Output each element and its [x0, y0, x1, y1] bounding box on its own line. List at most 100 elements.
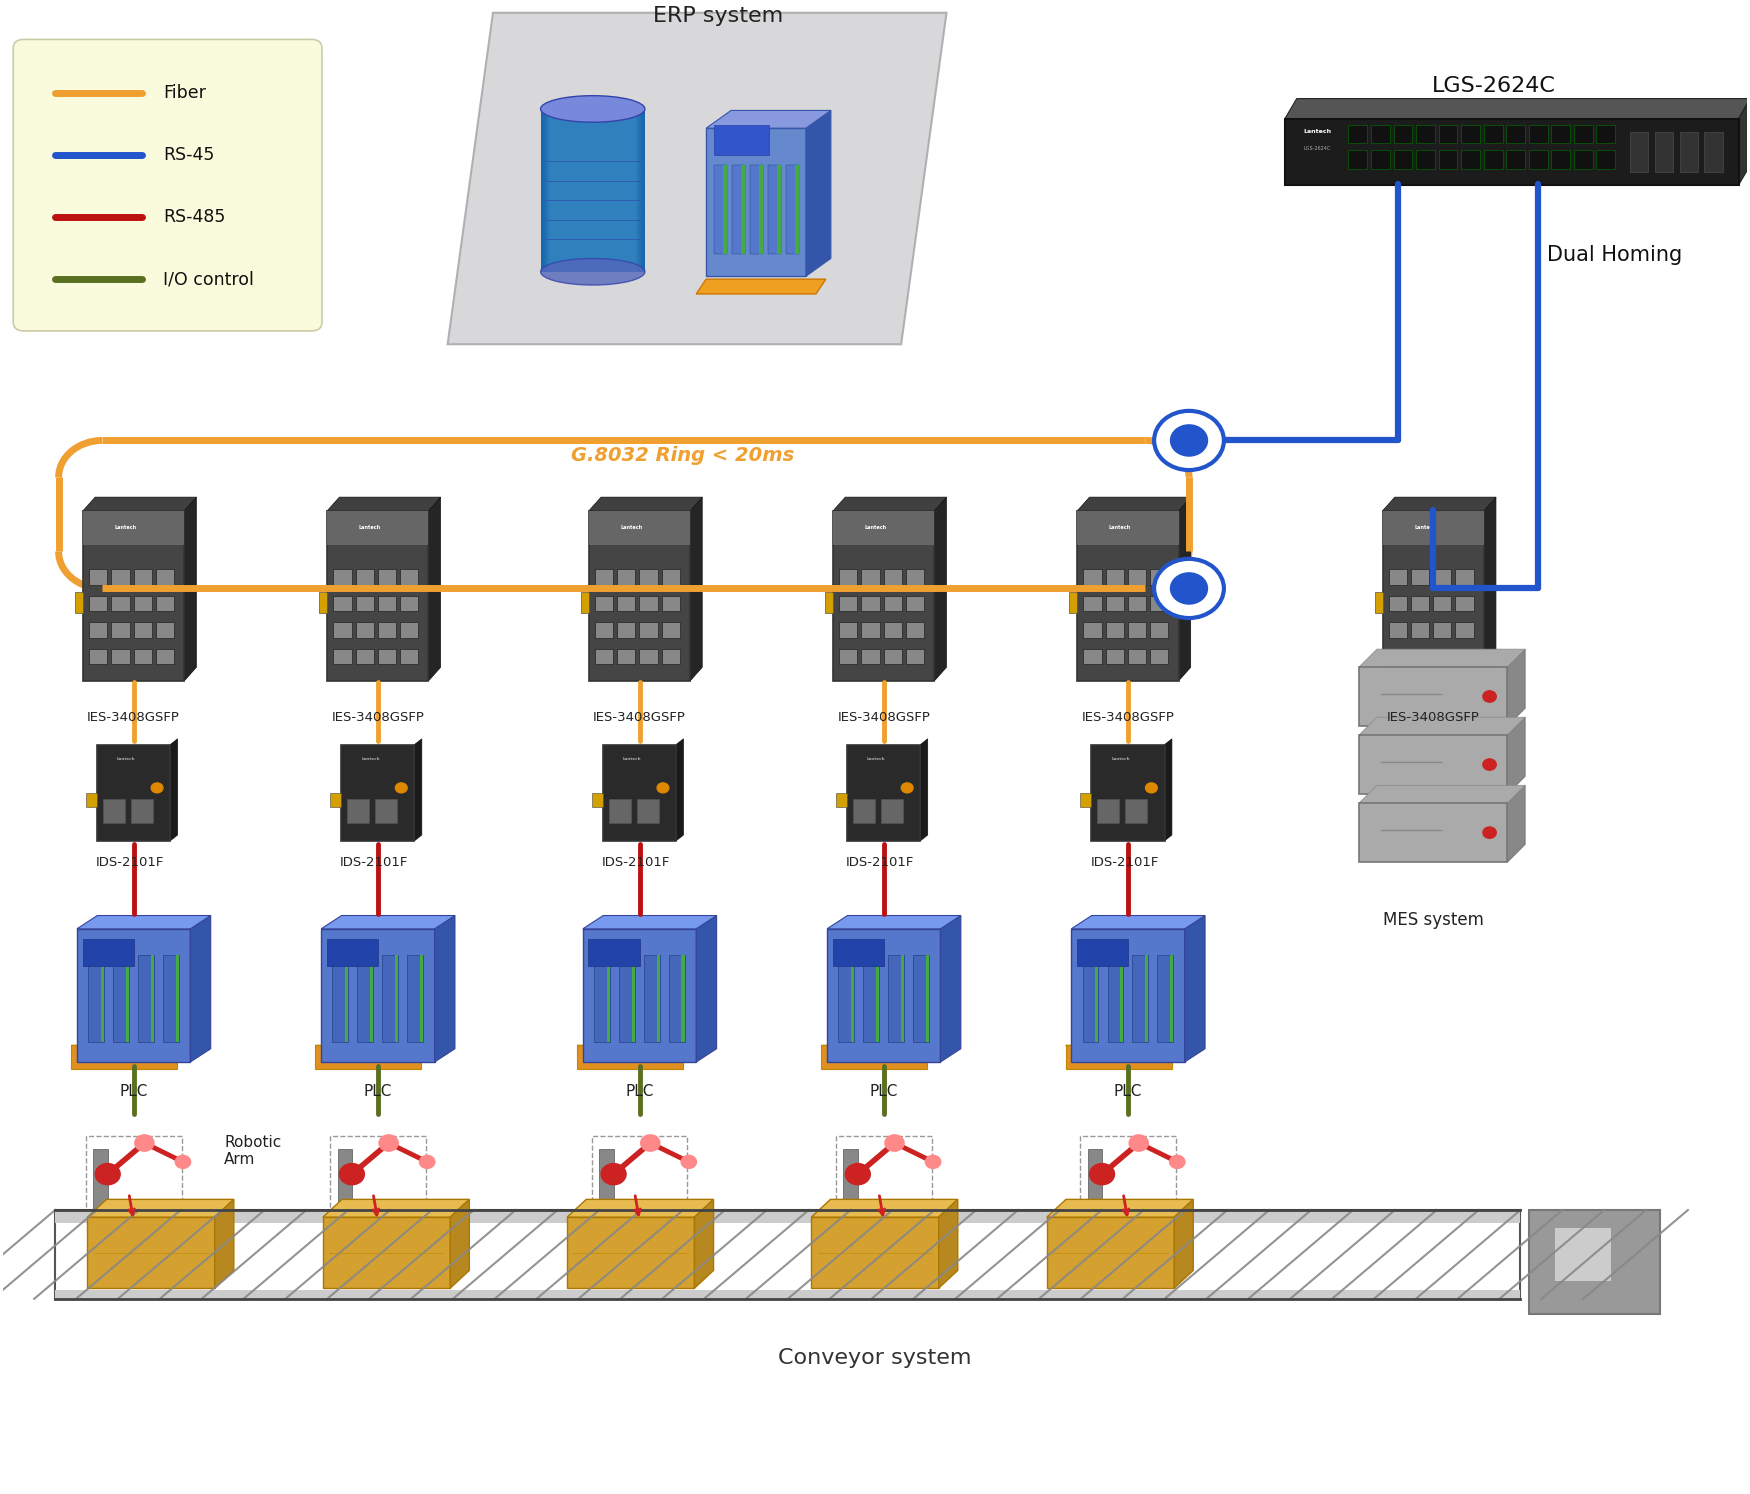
Bar — [401, 648, 418, 663]
Bar — [1108, 956, 1124, 1041]
Text: Lantech: Lantech — [1111, 757, 1130, 760]
Bar — [1410, 569, 1430, 584]
Polygon shape — [1360, 648, 1526, 666]
Bar — [1370, 149, 1390, 169]
Bar — [1433, 569, 1451, 584]
Bar — [1596, 149, 1615, 169]
Bar — [546, 109, 640, 272]
Bar — [1349, 124, 1367, 143]
Text: Lantech: Lantech — [1414, 526, 1437, 530]
Bar — [1088, 1149, 1102, 1218]
Bar — [329, 1137, 425, 1225]
Polygon shape — [77, 916, 210, 929]
Text: IES-3408GSFP: IES-3408GSFP — [1082, 711, 1174, 725]
Circle shape — [681, 1155, 696, 1168]
Circle shape — [420, 1155, 434, 1168]
Text: Fiber: Fiber — [163, 84, 206, 102]
Polygon shape — [934, 498, 947, 681]
Bar — [889, 956, 905, 1041]
Polygon shape — [1507, 786, 1526, 862]
Polygon shape — [695, 1200, 714, 1288]
Bar — [88, 956, 105, 1041]
Bar — [1144, 956, 1148, 1041]
Bar — [318, 593, 327, 613]
Bar — [637, 799, 658, 823]
Bar — [1083, 648, 1102, 663]
Text: Lantech: Lantech — [623, 757, 642, 760]
Bar — [1150, 622, 1169, 638]
Bar — [1654, 131, 1673, 172]
Polygon shape — [1484, 498, 1496, 681]
Bar — [138, 956, 154, 1041]
Polygon shape — [833, 498, 947, 511]
Text: IES-3408GSFP: IES-3408GSFP — [836, 711, 931, 725]
Text: Lantech: Lantech — [117, 757, 135, 760]
Bar — [639, 648, 658, 663]
Bar — [93, 1149, 108, 1218]
Bar — [1382, 511, 1484, 545]
Bar — [1150, 648, 1169, 663]
Polygon shape — [324, 1200, 469, 1218]
Polygon shape — [920, 740, 928, 841]
Polygon shape — [583, 929, 696, 1062]
Text: ERP system: ERP system — [653, 6, 784, 25]
Bar — [378, 569, 396, 584]
Bar — [1106, 622, 1124, 638]
Text: RS-45: RS-45 — [163, 146, 215, 164]
Bar — [1507, 149, 1524, 169]
Bar — [1284, 118, 1738, 185]
Bar — [914, 956, 929, 1041]
Bar — [82, 940, 133, 967]
Text: IES-3408GSFP: IES-3408GSFP — [1386, 711, 1480, 725]
Bar — [906, 596, 924, 611]
Polygon shape — [828, 916, 961, 929]
Bar — [1456, 648, 1474, 663]
Bar — [114, 956, 130, 1041]
Bar — [378, 622, 396, 638]
Bar — [833, 511, 935, 545]
Bar — [1083, 596, 1102, 611]
Circle shape — [150, 783, 163, 793]
Bar — [401, 569, 418, 584]
Bar — [1410, 622, 1430, 638]
FancyBboxPatch shape — [590, 511, 690, 681]
Bar — [884, 622, 901, 638]
Bar — [86, 793, 96, 807]
Circle shape — [1169, 1155, 1185, 1168]
Polygon shape — [82, 498, 196, 511]
Polygon shape — [322, 916, 455, 929]
Bar — [768, 166, 780, 254]
Bar — [355, 622, 374, 638]
Polygon shape — [1382, 498, 1496, 511]
Bar — [836, 1137, 931, 1225]
Bar — [112, 648, 130, 663]
Polygon shape — [170, 740, 177, 841]
Circle shape — [1129, 1135, 1148, 1152]
Text: LGS-2624C: LGS-2624C — [1304, 146, 1330, 151]
Polygon shape — [72, 1046, 196, 1058]
Bar — [369, 956, 373, 1041]
Text: IDS-2101F: IDS-2101F — [96, 856, 164, 870]
Polygon shape — [696, 916, 716, 1062]
Bar — [396, 956, 399, 1041]
Bar — [112, 622, 130, 638]
Polygon shape — [88, 1200, 234, 1218]
Bar — [901, 956, 905, 1041]
Bar — [54, 1210, 1521, 1224]
Polygon shape — [1066, 1046, 1190, 1058]
Bar — [1069, 593, 1078, 613]
Circle shape — [94, 1164, 121, 1185]
Bar — [86, 1137, 182, 1225]
Bar — [1080, 793, 1092, 807]
Bar — [1433, 596, 1451, 611]
Circle shape — [845, 1164, 870, 1185]
Polygon shape — [77, 929, 191, 1062]
Bar — [732, 166, 746, 254]
Bar — [1083, 956, 1099, 1041]
FancyBboxPatch shape — [14, 39, 322, 332]
Text: LGS-2624C: LGS-2624C — [1432, 76, 1556, 96]
Text: Dual Homing: Dual Homing — [1547, 245, 1682, 266]
Polygon shape — [812, 1200, 957, 1218]
Polygon shape — [1066, 1046, 1171, 1070]
Bar — [374, 799, 397, 823]
